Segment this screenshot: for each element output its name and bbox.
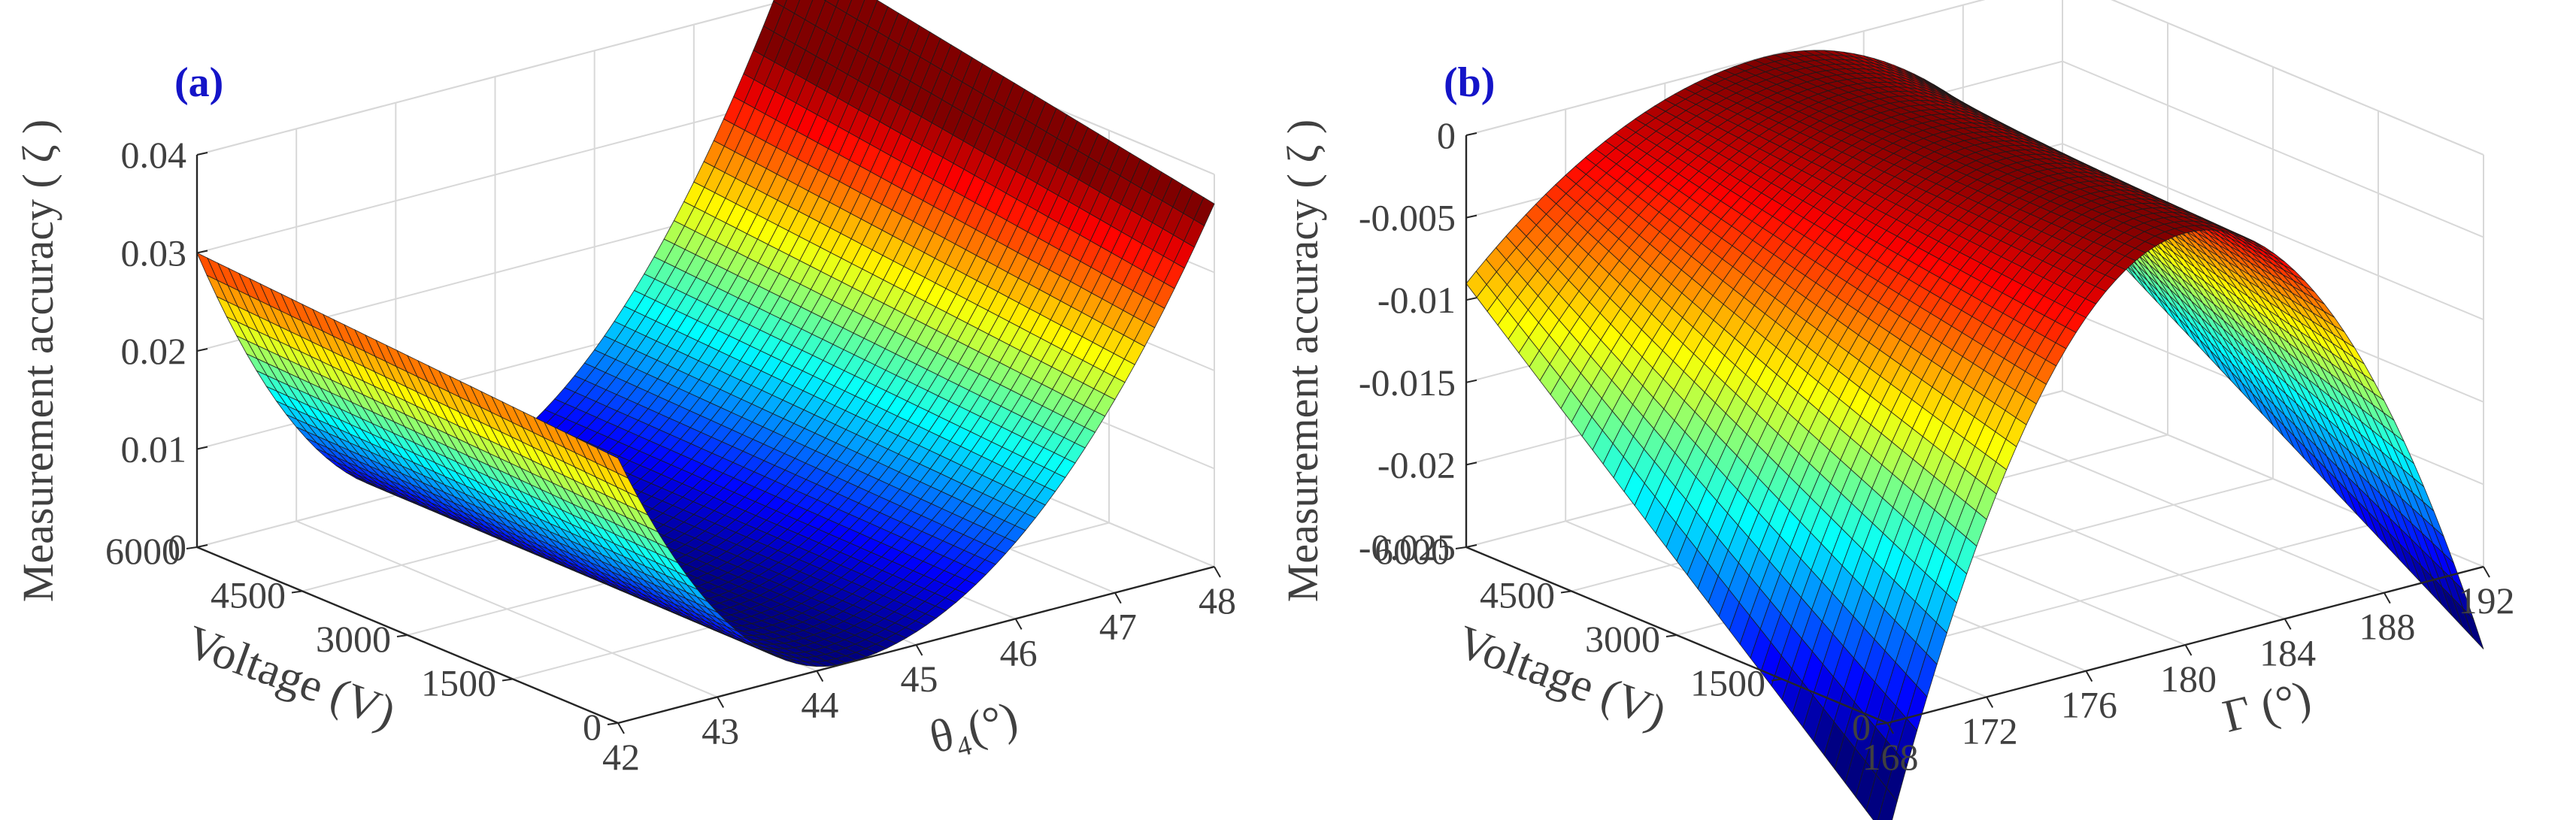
z-tick-label: 0: [1437, 114, 1456, 156]
x-tick-mark: [1114, 592, 1122, 604]
surface-cell: [773, 0, 787, 8]
y-tick-mark: [1665, 634, 1677, 637]
x-tick-label: 192: [2459, 579, 2515, 622]
y-tick-label: 6000: [105, 530, 180, 572]
x-tick-label: 43: [702, 710, 739, 752]
box-edge: [196, 0, 791, 156]
x-tick-mark: [2085, 670, 2093, 682]
surface: [196, 0, 1215, 667]
x-tick-mark: [717, 696, 725, 708]
y-tick-label: 6000: [1374, 530, 1450, 572]
z-tick-label: 0.04: [121, 134, 187, 176]
surface-cell: [825, 0, 839, 8]
x-tick-mark: [617, 722, 625, 734]
y-tick-label: 3000: [316, 618, 391, 660]
x-tick-label: 176: [2061, 684, 2117, 726]
x-tick-mark: [1014, 618, 1023, 630]
y-tick-mark: [1560, 590, 1572, 594]
z-tick-label: 0.01: [121, 428, 187, 471]
y-tick-label: 1500: [421, 662, 496, 704]
z-tick-label: 0.03: [121, 232, 187, 274]
panel-label: (a): [174, 59, 223, 106]
x-tick-mark: [2184, 644, 2193, 656]
z-tick-label: -0.015: [1359, 362, 1456, 404]
panel-label: (b): [1444, 59, 1495, 106]
x-axis-title: Γ (°): [2218, 671, 2316, 742]
x-axis-title: θ₄(°): [925, 692, 1023, 763]
x-tick-mark: [2383, 592, 2391, 604]
y-tick-label: 3000: [1585, 618, 1660, 660]
x-ticks: 168 172 176 180 184 188 192: [1862, 566, 2515, 778]
x-tick-label: 184: [2259, 631, 2316, 673]
x-tick-mark: [2284, 618, 2292, 630]
x-tick-label: 45: [901, 658, 938, 700]
y-tick-label: 4500: [1480, 574, 1555, 616]
x-tick-label: 44: [801, 684, 838, 726]
y-tick-label: 4500: [211, 574, 286, 616]
x-tick-label: 42: [602, 736, 640, 778]
y-tick-mark: [502, 678, 514, 682]
grid-line: [196, 95, 794, 254]
x-tick-mark: [915, 644, 923, 656]
y-tick-label: 1500: [1690, 662, 1765, 704]
z-tick-label: -0.01: [1377, 279, 1456, 321]
x-tick-label: 168: [1862, 736, 1919, 778]
y-tick-mark: [186, 546, 198, 549]
x-tick-mark: [1214, 566, 1221, 578]
x-tick-label: 46: [1000, 631, 1038, 673]
x-tick-label: 47: [1099, 606, 1137, 648]
x-tick-mark: [1986, 696, 1994, 708]
y-tick-mark: [396, 634, 408, 637]
y-tick-mark: [1455, 546, 1467, 549]
y-tick-mark: [607, 722, 619, 725]
z-axis-title: Measurement accuracy ( ζ ): [1278, 120, 1327, 602]
panel-b: -0.025-0.02-0.015-0.01-0.005001500300045…: [1278, 0, 2515, 820]
z-tick-label: 0.02: [121, 330, 187, 372]
x-tick-mark: [2483, 566, 2490, 578]
x-tick-label: 172: [1962, 710, 2018, 752]
z-ticks: 00.010.020.030.04: [121, 134, 208, 568]
x-tick-label: 188: [2359, 606, 2415, 648]
z-tick-label: -0.005: [1359, 197, 1456, 239]
panel-a: 00.010.020.030.0401500300045006000424344…: [14, 0, 1236, 778]
x-tick-mark: [816, 670, 824, 682]
y-tick-label: 0: [583, 706, 602, 748]
y-tick-mark: [291, 590, 303, 594]
x-tick-label: 180: [2160, 658, 2217, 700]
x-tick-label: 48: [1199, 579, 1236, 622]
z-axis-title: Measurement accuracy ( ζ ): [14, 120, 62, 602]
z-tick-label: -0.02: [1377, 443, 1456, 486]
